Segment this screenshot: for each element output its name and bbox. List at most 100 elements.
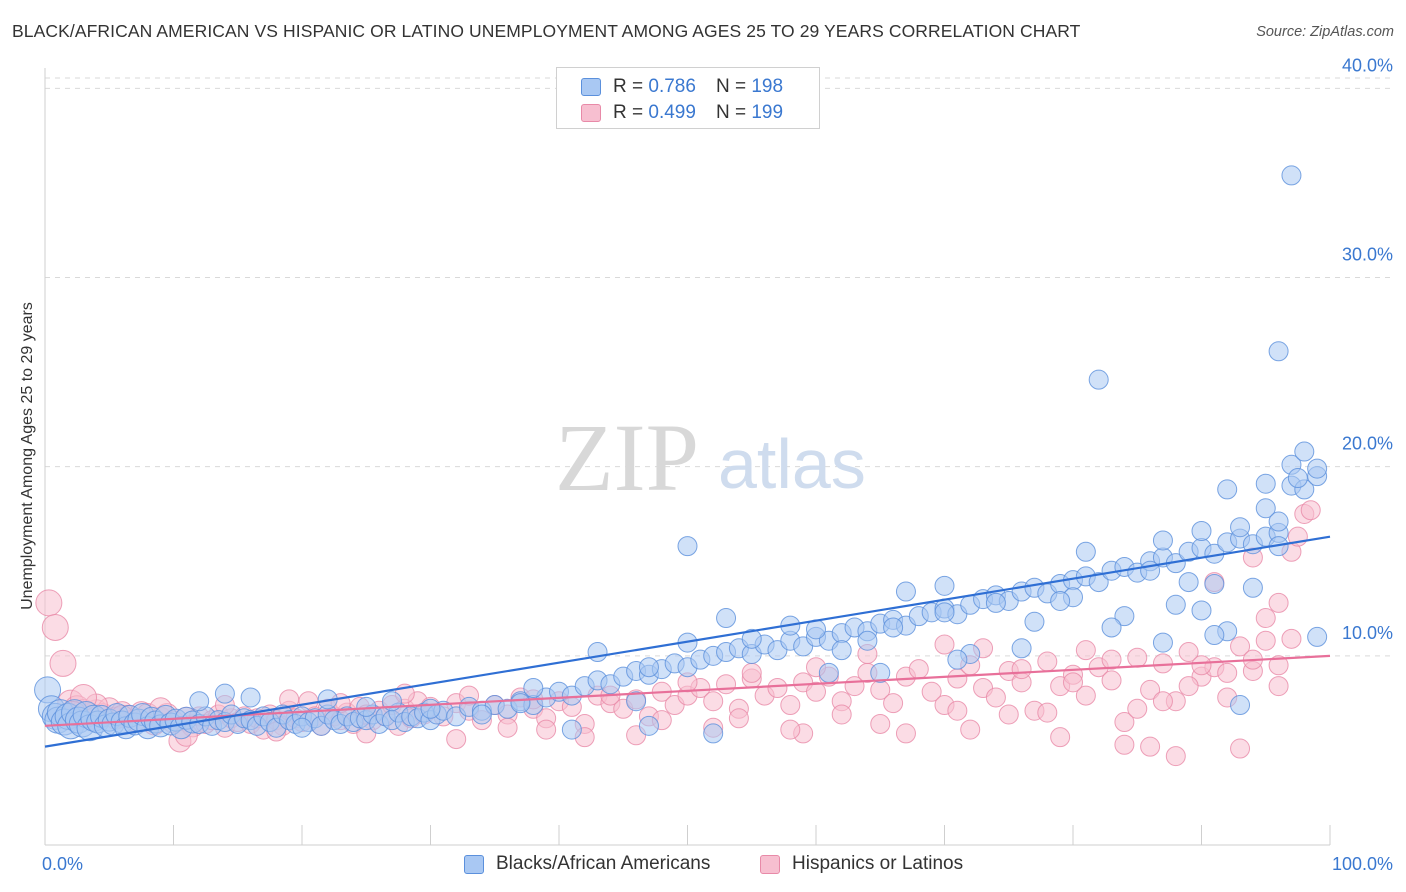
data-point-blacks <box>1191 600 1212 621</box>
data-point-blacks <box>1191 521 1212 541</box>
data-point-blacks <box>638 657 659 678</box>
data-point-blacks <box>1230 695 1251 716</box>
data-point-blacks <box>1024 611 1045 632</box>
data-point-hispanics <box>1230 636 1251 657</box>
data-point-hispanics <box>767 678 788 698</box>
data-point-blacks <box>1204 625 1225 646</box>
data-point-hispanics <box>947 700 968 721</box>
data-point-blacks <box>189 691 210 712</box>
grid-lines <box>45 77 1392 657</box>
legend-item-hispanics: Hispanics or Latinos <box>760 852 963 876</box>
data-point-blacks <box>292 717 312 738</box>
legend-n-label: N = <box>715 102 747 123</box>
data-point-hispanics <box>1011 659 1032 680</box>
y-tick-label: 30.0% <box>1342 245 1393 265</box>
data-point-hispanics <box>703 691 724 712</box>
data-point-hispanics <box>1114 712 1135 733</box>
data-point-hispanics <box>1075 685 1096 706</box>
trend-lines <box>44 535 1331 748</box>
data-point-blacks <box>240 687 261 708</box>
data-point-blacks <box>831 640 852 661</box>
data-point-blacks <box>703 723 724 744</box>
data-point-hispanics <box>1127 698 1148 719</box>
data-point-hispanics <box>1127 647 1148 668</box>
data-point-hispanics <box>1037 651 1058 672</box>
data-point-blacks <box>1114 606 1135 627</box>
data-point-hispanics <box>998 704 1019 725</box>
data-point-hispanics <box>1140 679 1161 700</box>
data-point-hispanics <box>1268 655 1289 676</box>
data-point-hispanics <box>1114 734 1135 755</box>
data-point-blacks <box>471 704 492 725</box>
data-point-hispanics <box>35 589 63 617</box>
data-point-hispanics <box>934 634 955 655</box>
data-point-hispanics <box>741 662 762 683</box>
data-point-hispanics <box>1140 736 1161 757</box>
data-point-blacks <box>1088 572 1109 593</box>
data-point-blacks <box>1088 369 1109 390</box>
data-point-blacks <box>934 575 955 596</box>
y-tick-label: 10.0% <box>1342 623 1393 643</box>
data-point-blacks <box>934 602 955 623</box>
data-point-hispanics <box>1050 727 1071 748</box>
data-point-blacks <box>1101 617 1122 638</box>
chart-title: BLACK/AFRICAN AMERICAN VS HISPANIC OR LA… <box>12 21 1081 41</box>
data-point-blacks <box>870 662 891 683</box>
data-point-blacks <box>1152 530 1173 551</box>
legend-n-value: 198 <box>751 76 784 97</box>
data-point-blacks <box>1050 590 1071 611</box>
data-point-hispanics <box>1191 655 1212 676</box>
legend-n-label: N = <box>715 76 747 97</box>
data-point-blacks <box>857 630 878 651</box>
legend-r-value: 0.786 <box>648 76 696 97</box>
data-point-hispanics <box>1075 640 1096 661</box>
data-point-hispanics <box>49 649 77 677</box>
data-point-hispanics <box>960 719 981 740</box>
data-point-hispanics <box>1230 738 1251 759</box>
data-point-hispanics <box>41 613 69 641</box>
data-point-hispanics <box>895 723 916 744</box>
legend-r-label: R = <box>613 76 644 97</box>
data-point-hispanics <box>728 708 749 729</box>
data-point-blacks <box>1011 638 1032 659</box>
data-point-blacks <box>1307 458 1328 479</box>
legend-swatch-blue <box>464 854 484 874</box>
x-tick-label: 0.0% <box>42 854 83 874</box>
data-point-hispanics <box>1178 642 1199 663</box>
data-point-hispanics <box>780 695 801 716</box>
data-point-hispanics <box>870 713 891 734</box>
legend-r-value: 0.499 <box>648 102 696 123</box>
data-point-hispanics <box>1101 670 1122 691</box>
data-point-blacks <box>1152 632 1173 653</box>
data-point-blacks <box>420 698 441 719</box>
legend-n-value: 199 <box>751 102 784 123</box>
data-point-hispanics <box>1037 702 1058 723</box>
y-tick-label: 20.0% <box>1342 434 1393 454</box>
legend-r-label: R = <box>613 102 644 123</box>
data-point-blacks <box>741 628 762 649</box>
data-point-blacks <box>1255 498 1276 519</box>
data-point-hispanics <box>1255 608 1276 629</box>
data-point-blacks <box>1255 473 1276 494</box>
legend-label-hispanics: Hispanics or Latinos <box>792 853 964 874</box>
data-point-blacks <box>1287 468 1308 489</box>
data-point-blacks <box>1165 594 1186 615</box>
data-point-hispanics <box>1178 676 1199 697</box>
data-point-hispanics <box>1268 592 1289 613</box>
data-point-hispanics <box>1255 630 1276 651</box>
data-point-hispanics <box>1217 662 1238 683</box>
trend-line-blacks <box>44 535 1331 748</box>
legend-item-blacks: Blacks/African Americans <box>464 852 710 876</box>
data-point-blacks <box>561 719 582 740</box>
data-point-hispanics <box>716 674 737 695</box>
data-point-hispanics <box>831 704 852 725</box>
data-point-blacks <box>1204 573 1225 594</box>
data-point-blacks <box>1075 541 1096 562</box>
legend-row-blacks: R = 0.786 N = 198 <box>581 76 783 98</box>
data-point-blacks <box>214 683 235 704</box>
data-point-blacks <box>895 581 916 602</box>
data-point-hispanics <box>1063 672 1083 693</box>
legend-swatch-pink <box>760 854 780 874</box>
data-point-hispanics <box>1101 649 1122 670</box>
